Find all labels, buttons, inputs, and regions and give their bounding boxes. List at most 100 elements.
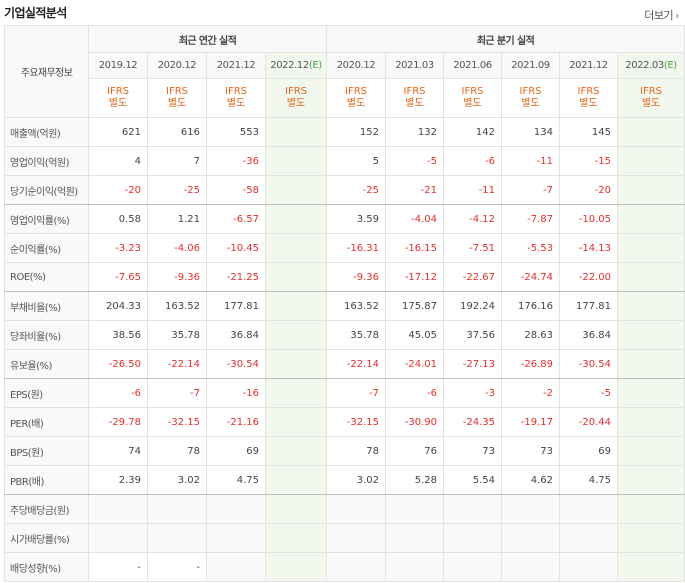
- table-row: 배당성향(%) - -: [4, 552, 685, 582]
- period-header: 2020.12: [147, 52, 207, 79]
- table-row: PBR(배) 2.39 3.02 4.75 3.02 5.28 5.54 4.62 4.75: [4, 465, 685, 495]
- value-cell: [326, 523, 386, 553]
- value-cell: -20.44: [559, 407, 618, 437]
- row-label: 부채비율(%): [4, 291, 89, 321]
- period-header: 2022.03(E): [617, 52, 685, 79]
- value-cell: [265, 378, 327, 408]
- value-cell: 2.39: [88, 465, 148, 495]
- value-cell: [265, 233, 327, 263]
- value-cell: -: [88, 552, 148, 582]
- more-label: 더보기: [644, 9, 674, 22]
- table-row: 당기순이익(억원) -20 -25 -58 -25 -21 -11 -7 -20: [4, 175, 685, 205]
- value-cell: [265, 320, 327, 350]
- value-cell: [617, 262, 685, 292]
- value-cell: -15: [559, 146, 618, 176]
- period-label: 2020.12: [157, 60, 197, 71]
- ifrs-type: 별도: [346, 98, 366, 109]
- value-cell: 163.52: [326, 291, 386, 321]
- value-cell: 3.59: [326, 204, 386, 234]
- value-cell: -20: [559, 175, 618, 205]
- value-cell: 5: [326, 146, 386, 176]
- estimate-mark: (E): [308, 60, 322, 71]
- value-cell: 28.63: [501, 320, 560, 350]
- ifrs-standard: IFRS: [345, 86, 367, 97]
- table-row: PER(배) -29.78 -32.15 -21.16 -32.15 -30.90 -24.…: [4, 407, 685, 437]
- table-row: 시가배당률(%): [4, 523, 685, 553]
- value-cell: -21: [385, 175, 444, 205]
- value-cell: -: [147, 552, 207, 582]
- value-cell: [265, 494, 327, 524]
- more-link[interactable]: 더보기 ›: [644, 7, 679, 23]
- value-cell: -6: [385, 378, 444, 408]
- ifrs-type: 별도: [579, 98, 598, 109]
- value-cell: [559, 552, 618, 582]
- value-cell: -11: [443, 175, 502, 205]
- value-cell: -16.31: [326, 233, 386, 263]
- value-cell: [617, 349, 685, 379]
- value-cell: [265, 349, 327, 379]
- table-row: 유보율(%) -26.50 -22.14 -30.54 -22.14 -24.01 -27.…: [4, 349, 685, 379]
- row-label: EPS(원): [4, 378, 89, 408]
- value-cell: 134: [501, 117, 560, 147]
- ifrs-standard: IFRS: [640, 86, 662, 97]
- value-cell: [265, 407, 327, 437]
- value-cell: 7: [147, 146, 207, 176]
- ifrs-label: IFRS 별도: [559, 78, 618, 118]
- ifrs-type: 별도: [463, 98, 482, 109]
- value-cell: [443, 494, 502, 524]
- row-label: 영업이익(억원): [4, 146, 89, 176]
- chevron-right-icon: ›: [675, 9, 679, 22]
- value-cell: [265, 552, 327, 582]
- row-label: PER(배): [4, 407, 89, 437]
- value-cell: -24.74: [501, 262, 560, 292]
- period-header: 2021.03: [385, 52, 444, 79]
- value-cell: -19.17: [501, 407, 560, 437]
- period-header: 2021.06: [443, 52, 502, 79]
- period-label: 2019.12: [98, 60, 138, 71]
- period-header: 2021.09: [501, 52, 560, 79]
- value-cell: -26.89: [501, 349, 560, 379]
- row-label: BPS(원): [4, 436, 89, 466]
- value-cell: [147, 494, 207, 524]
- ifrs-label: IFRS 별도: [385, 78, 444, 118]
- table-row: 부채비율(%) 204.33 163.52 177.81 163.52 175.87 192…: [4, 291, 685, 321]
- row-label: 당기순이익(억원): [4, 175, 89, 205]
- ifrs-label: IFRS 별도: [88, 78, 148, 118]
- ifrs-type: 별도: [226, 98, 246, 109]
- value-cell: [617, 465, 685, 495]
- value-cell: [265, 436, 327, 466]
- value-cell: [385, 523, 444, 553]
- value-cell: [501, 494, 560, 524]
- ifrs-type: 별도: [405, 98, 424, 109]
- period-label: 2021.12: [216, 60, 256, 71]
- value-cell: 5.28: [385, 465, 444, 495]
- value-cell: -27.13: [443, 349, 502, 379]
- value-cell: -30.54: [206, 349, 266, 379]
- row-label: PBR(배): [4, 465, 89, 495]
- value-cell: -24.35: [443, 407, 502, 437]
- value-cell: [501, 552, 560, 582]
- row-label: 주당배당금(원): [4, 494, 89, 524]
- ifrs-label: IFRS 별도: [617, 78, 685, 118]
- table-row: BPS(원) 74 78 69 78 76 73 73 69: [4, 436, 685, 466]
- value-cell: -5: [559, 378, 618, 408]
- value-cell: -26.50: [88, 349, 148, 379]
- value-cell: [617, 233, 685, 263]
- value-cell: [501, 523, 560, 553]
- period-header: 2021.12: [206, 52, 266, 79]
- value-cell: 3.02: [326, 465, 386, 495]
- table-row: EPS(원) -6 -7 -16 -7 -6 -3 -2 -5: [4, 378, 685, 408]
- value-cell: 4.62: [501, 465, 560, 495]
- value-cell: 1.21: [147, 204, 207, 234]
- value-cell: -2: [501, 378, 560, 408]
- value-cell: 176.16: [501, 291, 560, 321]
- value-cell: [385, 494, 444, 524]
- ifrs-standard: IFRS: [577, 86, 600, 97]
- value-cell: 69: [559, 436, 618, 466]
- value-cell: [617, 523, 685, 553]
- table-row: 당좌비율(%) 38.56 35.78 36.84 35.78 45.05 37.56 28.…: [4, 320, 685, 350]
- period-header: 2021.12: [559, 52, 618, 79]
- value-cell: -20: [88, 175, 148, 205]
- value-cell: 0.58: [88, 204, 148, 234]
- row-label: 유보율(%): [4, 349, 89, 379]
